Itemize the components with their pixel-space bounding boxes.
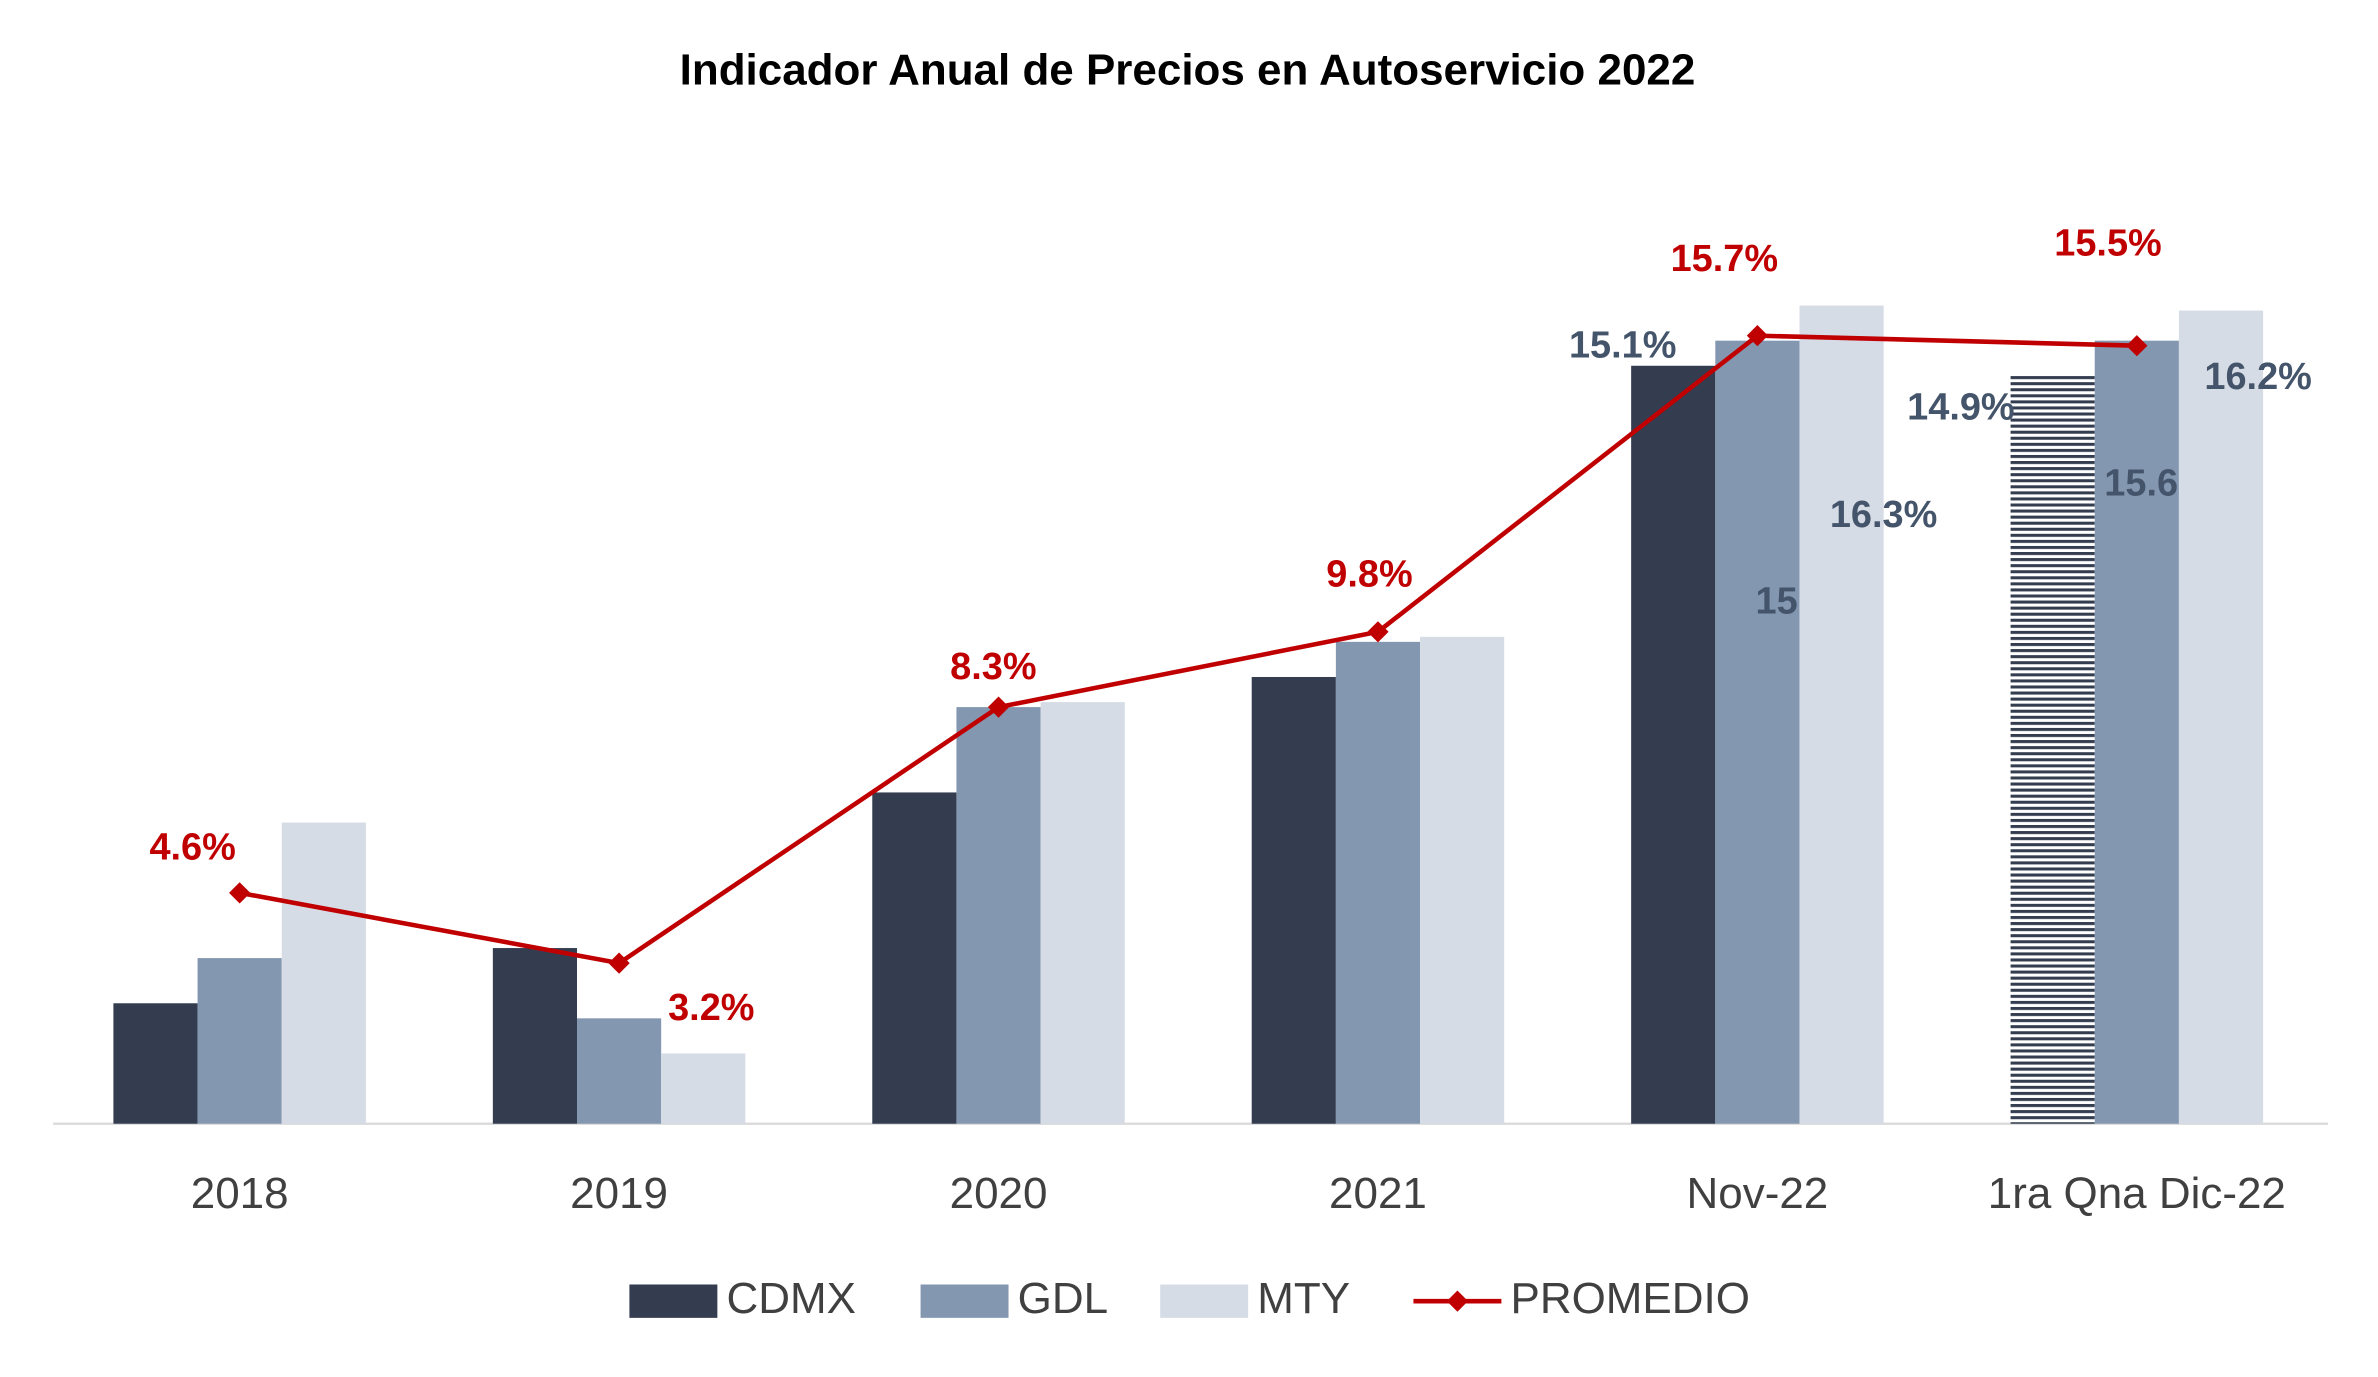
- bar: [1420, 636, 1505, 1124]
- line-value-label: 3.2%: [668, 987, 754, 1029]
- bar: [2094, 340, 2179, 1124]
- legend-label: GDL: [1018, 1274, 1108, 1323]
- bar: [2010, 375, 2095, 1124]
- line-value-label: 15.5%: [2054, 223, 2161, 265]
- bar: [2178, 310, 2264, 1124]
- line-value-label: 8.3%: [950, 646, 1036, 688]
- x-tick-label: 2018: [191, 1169, 289, 1218]
- line-marker: [2126, 335, 2148, 357]
- legend-swatch: [1160, 1284, 1249, 1318]
- x-tick-label: 2021: [1329, 1169, 1427, 1218]
- line-value-label: 9.8%: [1326, 553, 1412, 595]
- bar: [872, 792, 957, 1124]
- x-tick-label: 1ra Qna Dic-22: [1988, 1169, 2286, 1218]
- legend-label: PROMEDIO: [1511, 1274, 1750, 1323]
- legend-label: CDMX: [726, 1274, 855, 1323]
- bar: [1631, 365, 1716, 1124]
- bar: [1040, 702, 1125, 1124]
- bar: [197, 958, 282, 1124]
- bar: [1715, 340, 1800, 1124]
- bar-value-label: 16.2%: [2204, 356, 2311, 398]
- line-value-label: 15.7%: [1671, 238, 1778, 280]
- line-marker: [229, 882, 251, 904]
- bar: [492, 948, 578, 1124]
- bar: [1251, 676, 1336, 1124]
- bar: [1335, 641, 1421, 1124]
- bar: [281, 822, 366, 1124]
- legend-marker: [1446, 1290, 1469, 1312]
- bar-value-label: 14.9%: [1907, 386, 2014, 428]
- bar: [113, 1003, 198, 1124]
- bar: [956, 707, 1041, 1124]
- chart-title: Indicador Anual de Precios en Autoservic…: [680, 45, 1696, 94]
- x-tick-label: 2019: [570, 1169, 668, 1218]
- bar: [661, 1053, 746, 1124]
- x-tick-label: Nov-22: [1687, 1169, 1829, 1218]
- bar: [1799, 305, 1884, 1124]
- line-value-label: 4.6%: [149, 826, 235, 868]
- legend-swatch: [629, 1284, 718, 1318]
- bar-value-label: 15.1%: [1569, 324, 1676, 366]
- bar-value-label: 16.3%: [1830, 494, 1937, 536]
- x-tick-label: 2020: [950, 1169, 1048, 1218]
- line: [239, 333, 2137, 966]
- bar: [577, 1018, 662, 1124]
- legend-label: MTY: [1257, 1274, 1350, 1323]
- legend-swatch: [920, 1284, 1009, 1318]
